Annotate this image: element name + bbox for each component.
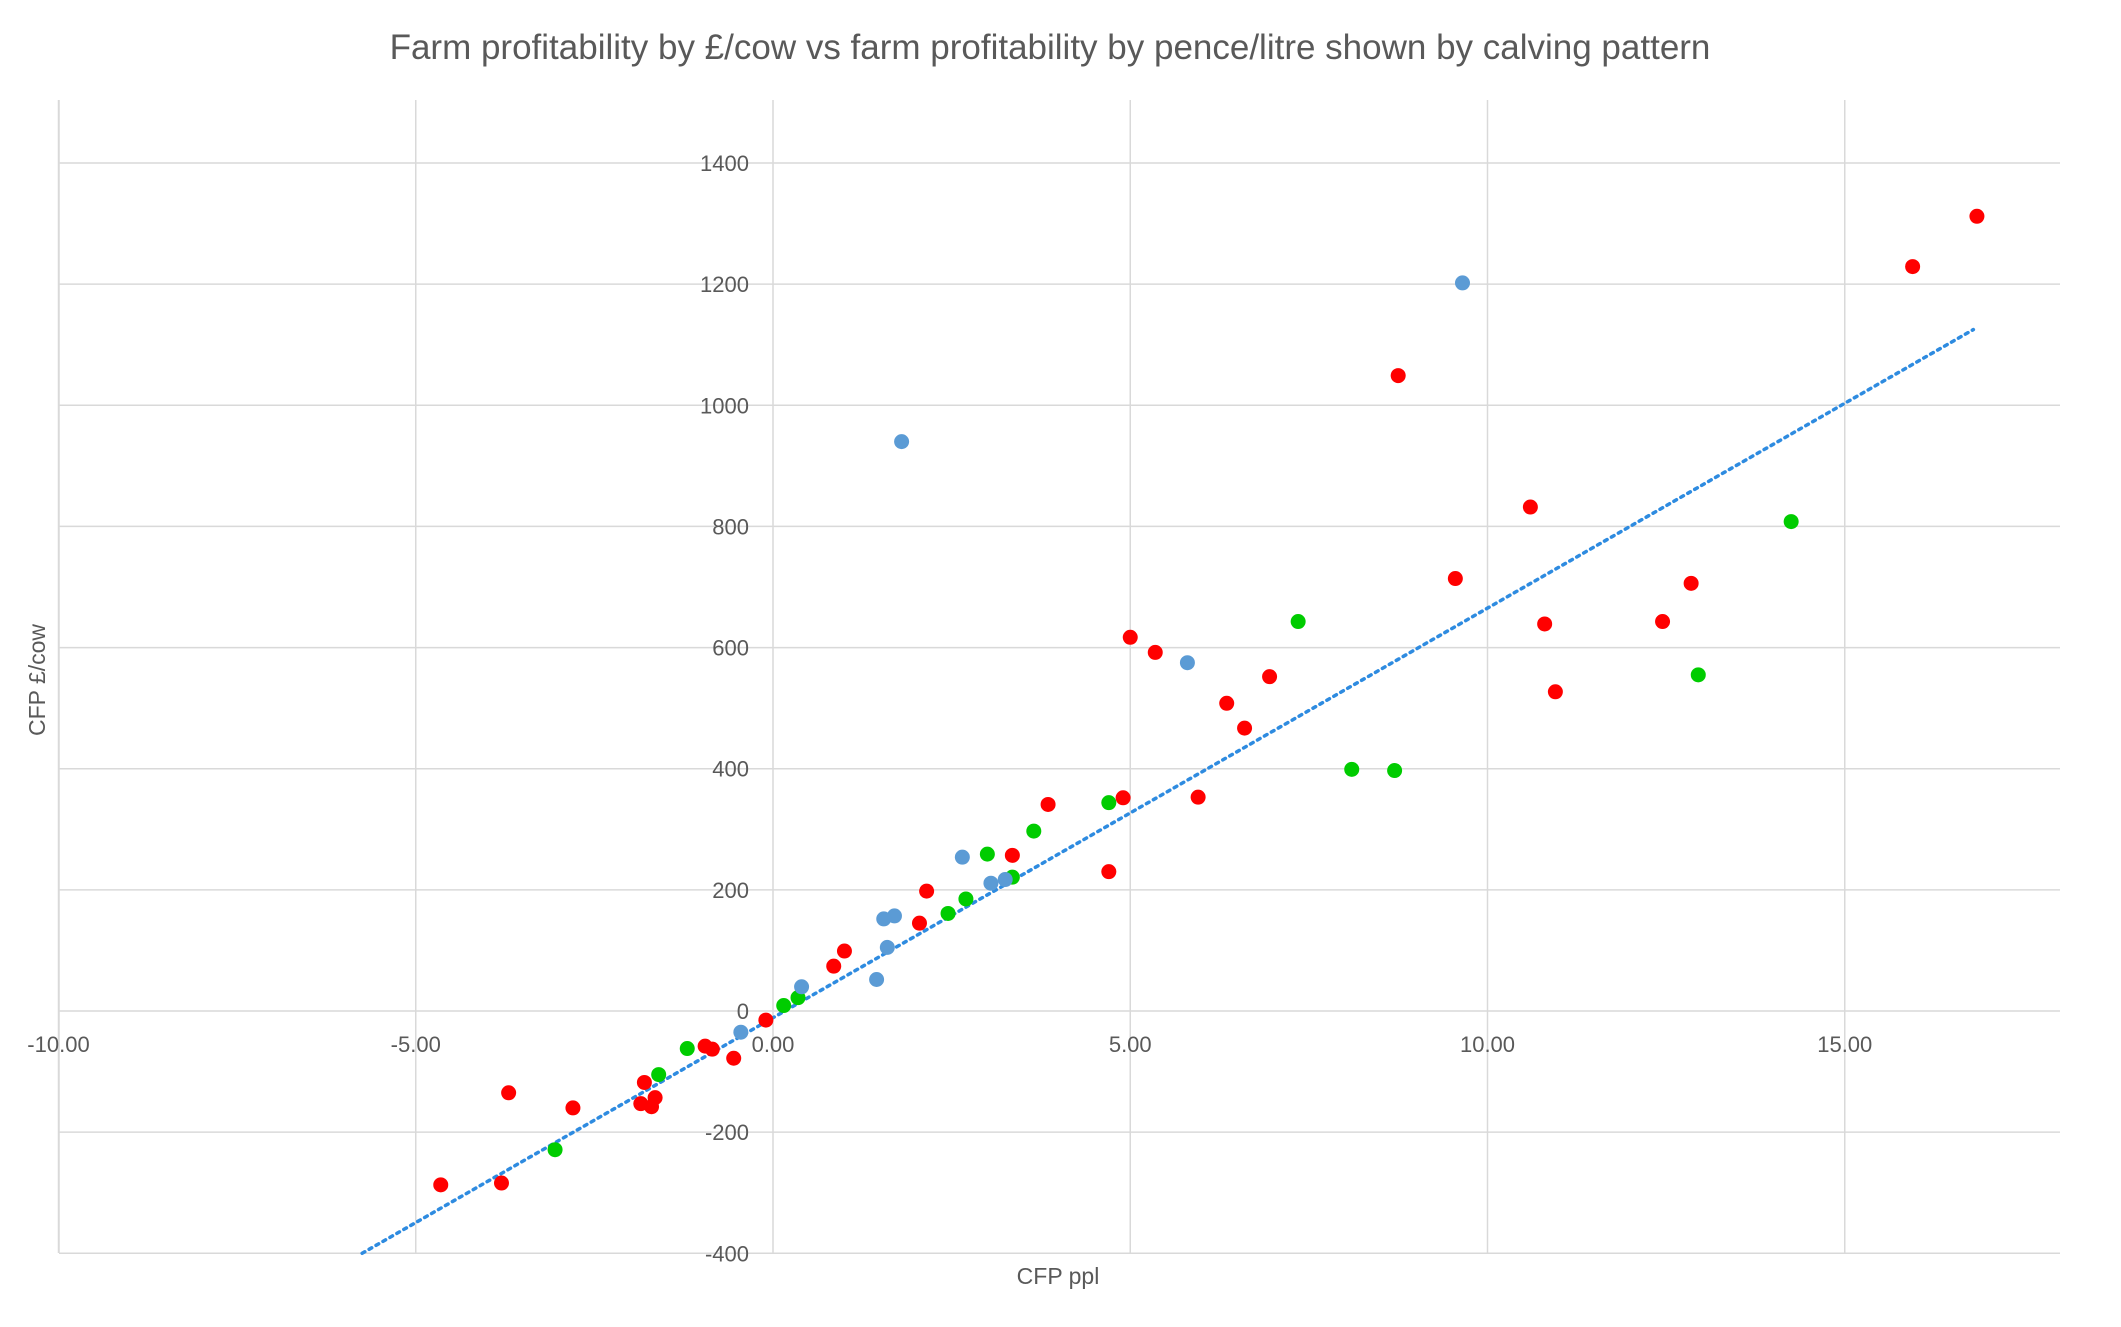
y-tick-label: 1000 <box>700 393 749 418</box>
data-point <box>983 875 999 891</box>
gridlines <box>57 100 2060 1255</box>
series-0 <box>433 208 1985 1193</box>
data-point <box>997 872 1013 888</box>
data-point <box>1390 368 1406 384</box>
data-point <box>1547 684 1563 700</box>
data-point <box>1147 644 1163 660</box>
data-point <box>651 1067 667 1083</box>
data-point <box>1690 667 1706 683</box>
data-point <box>1122 629 1138 645</box>
data-point <box>501 1085 517 1101</box>
data-point <box>954 849 970 865</box>
x-tick-label: -10.00 <box>27 1032 89 1057</box>
y-tick-label: 1400 <box>700 151 749 176</box>
x-tick-label: 10.00 <box>1460 1032 1515 1057</box>
data-point <box>1190 789 1206 805</box>
data-point <box>758 1012 774 1028</box>
tick-labels: -10.00 -5.00 0.00 5.00 10.00 15.00 -400 -200 0 20… <box>27 151 1872 1266</box>
data-point <box>1454 275 1470 291</box>
data-point <box>940 905 956 921</box>
y-tick-label: -400 <box>705 1241 749 1266</box>
data-point <box>1783 514 1799 530</box>
data-point <box>493 1175 509 1191</box>
data-point <box>1101 864 1117 880</box>
x-tick-label: 15.00 <box>1817 1032 1872 1057</box>
data-point <box>1683 575 1699 591</box>
data-point <box>726 1050 742 1066</box>
y-tick-label: 400 <box>712 757 749 782</box>
data-point <box>1101 795 1117 811</box>
data-point <box>547 1142 563 1158</box>
chart-title: Farm profitability by £/cow vs farm prof… <box>390 28 1711 67</box>
data-point <box>565 1100 581 1116</box>
data-point <box>1969 208 1985 224</box>
data-point <box>919 883 935 899</box>
data-point <box>1004 847 1020 863</box>
data-point <box>879 939 895 955</box>
y-tick-label: 800 <box>712 514 749 539</box>
y-axis-title: CFP £/cow <box>24 624 50 736</box>
data-point <box>697 1038 713 1054</box>
y-tick-label: 600 <box>712 636 749 661</box>
data-point <box>911 915 927 931</box>
data-point <box>1447 571 1463 587</box>
data-point <box>1387 763 1403 779</box>
data-points <box>433 208 1985 1193</box>
data-point <box>1026 823 1042 839</box>
data-point <box>1262 669 1278 685</box>
data-point <box>433 1177 449 1193</box>
data-point <box>1115 790 1131 806</box>
trendline <box>360 327 1976 1256</box>
data-point <box>826 958 842 974</box>
data-point <box>1522 499 1538 515</box>
data-point <box>1290 614 1306 630</box>
data-point <box>679 1041 695 1057</box>
data-point <box>1905 259 1921 275</box>
data-point <box>1344 761 1360 777</box>
series-2 <box>733 275 1470 1040</box>
data-point <box>1040 796 1056 812</box>
data-point <box>869 972 885 988</box>
data-point <box>733 1024 749 1040</box>
data-point <box>1219 695 1235 711</box>
trendline-layer <box>360 327 1976 1256</box>
data-point <box>1179 655 1195 671</box>
data-point <box>1537 616 1553 632</box>
y-tick-label: 0 <box>737 999 749 1024</box>
data-point <box>633 1096 649 1112</box>
x-tick-label: -5.00 <box>391 1032 441 1057</box>
data-point <box>876 911 892 927</box>
data-point <box>1655 614 1671 630</box>
data-point <box>958 891 974 907</box>
data-point <box>836 943 852 959</box>
x-tick-label: 5.00 <box>1109 1032 1152 1057</box>
data-point <box>1237 720 1253 736</box>
data-point <box>894 434 910 450</box>
data-point <box>794 979 810 995</box>
y-tick-label: 200 <box>712 878 749 903</box>
x-tick-label: 0.00 <box>752 1032 795 1057</box>
series-1 <box>547 514 1799 1158</box>
y-tick-label: 1200 <box>700 272 749 297</box>
x-axis-title: CFP ppl <box>1017 1263 1100 1289</box>
data-point <box>636 1074 652 1090</box>
data-point <box>776 998 792 1014</box>
y-tick-label: -200 <box>705 1120 749 1145</box>
data-point <box>979 846 995 862</box>
